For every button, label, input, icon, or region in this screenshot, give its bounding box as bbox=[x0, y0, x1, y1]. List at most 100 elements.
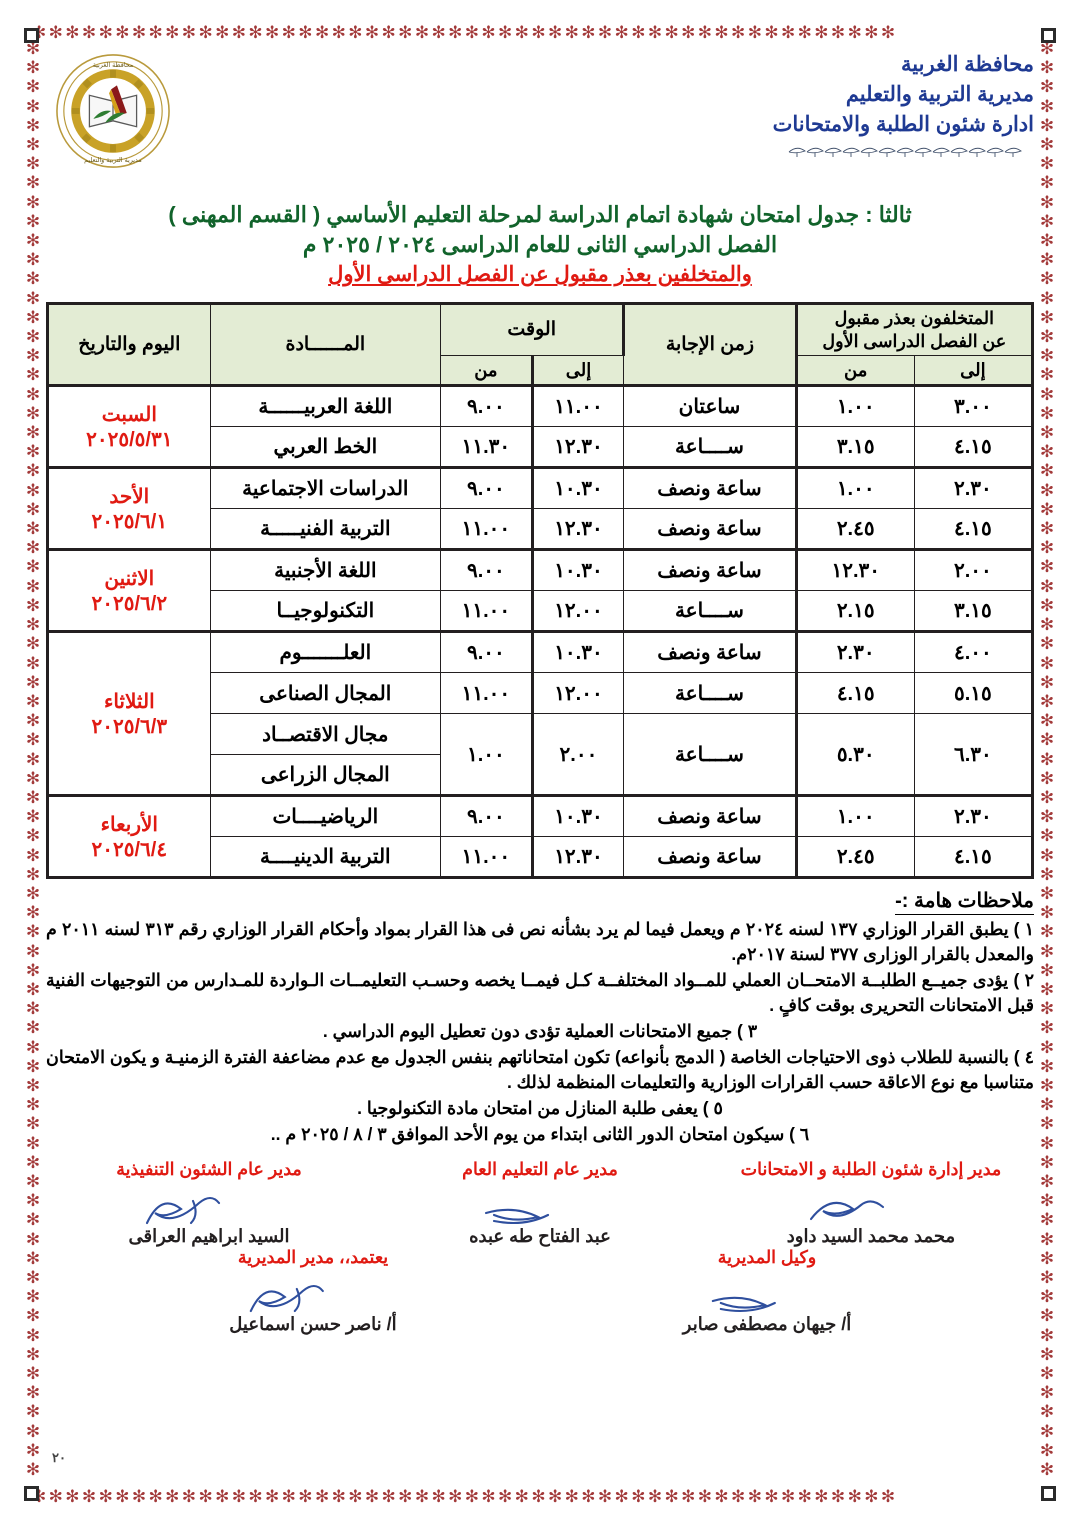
cell-time-to: ١٠.٣٠ bbox=[531, 548, 625, 591]
cell-time-to: ١٠.٣٠ bbox=[531, 794, 625, 837]
cell-late-from: ٣.١٥ bbox=[795, 426, 915, 468]
signature-title: مدير عام الشئون التنفيذية bbox=[116, 1159, 302, 1179]
header-late-from: من bbox=[795, 355, 915, 386]
corner-square-bottom-left bbox=[24, 1486, 39, 1501]
cell-subject: اللغة العربيــــــة bbox=[209, 384, 442, 427]
corner-square-bottom-right bbox=[1041, 1486, 1056, 1501]
exam-schedule-table: المتخلفون بعذر مقبول عن الفصل الدراسى ال… bbox=[46, 302, 1034, 879]
cell-duration: ساعة ونصف bbox=[623, 836, 798, 878]
signature-name: السيد ابراهيم العراقى bbox=[128, 1226, 290, 1246]
header-time-from: من bbox=[440, 355, 534, 386]
header-late-line2: عن الفصل الدراسى الأول bbox=[822, 331, 1007, 351]
cell-time-from: ١.٠٠ bbox=[440, 713, 534, 796]
cell-time-from: ١١.٠٠ bbox=[440, 672, 534, 714]
cell-duration: ســــاعة bbox=[623, 426, 798, 468]
cell-day-and-date: الأحد ٢٠٢٥/٦/١ bbox=[46, 466, 211, 550]
corner-square-top-right bbox=[1041, 28, 1056, 43]
cell-duration: ســــاعة bbox=[623, 672, 798, 714]
signature-title: مدير عام التعليم العام bbox=[462, 1159, 618, 1179]
cell-time-from: ٩.٠٠ bbox=[440, 548, 534, 591]
signature-block: مدير إدارة شئون الطلبة و الامتحانات محمد … bbox=[708, 1159, 1034, 1247]
cell-time-to: ١٢.٠٠ bbox=[531, 590, 625, 632]
cell-duration: ساعة ونصف bbox=[623, 548, 798, 591]
cell-late-to: ٤.١٥ bbox=[913, 508, 1034, 550]
cell-late-from: ١.٠٠ bbox=[795, 384, 915, 427]
cell-time-to: ١٠.٣٠ bbox=[531, 630, 625, 673]
table-body: ٣.٠٠ ١.٠٠ ساعتان ١١.٠٠ ٩.٠٠ اللغة العربيـــــ… bbox=[46, 384, 1034, 878]
header-late-group: المتخلفون بعذر مقبول عن الفصل الدراسى ال… bbox=[795, 303, 1034, 356]
date-value: ٢٠٢٥/٦/١ bbox=[91, 510, 168, 533]
cell-day-and-date: الثلاثاء ٢٠٢٥/٦/٣ bbox=[46, 630, 211, 796]
cell-time-to: ١٢.٣٠ bbox=[531, 426, 625, 468]
cell-time-from: ١١.٠٠ bbox=[440, 836, 534, 878]
cell-subject: التكنولوجيــا bbox=[209, 590, 442, 632]
signature-title: مدير إدارة شئون الطلبة و الامتحانات bbox=[740, 1159, 1002, 1179]
cell-late-from: ٢.١٥ bbox=[795, 590, 915, 632]
cell-late-to: ٢.٣٠ bbox=[913, 794, 1034, 837]
table-row: المجال الزراعى bbox=[48, 754, 1033, 796]
governorate-emblem-logo: محافظة الغربية مديرية التربية والتعليم bbox=[54, 52, 172, 170]
cell-subject: الرياضيــــات bbox=[209, 794, 442, 837]
table-row: ٤.١٥ ٢.٤٥ ساعة ونصف ١٢.٣٠ ١١.٠٠ التربية الدين… bbox=[48, 836, 1034, 878]
cell-day-and-date: الاثنين ٢٠٢٥/٦/٢ bbox=[46, 548, 211, 632]
day-name: السبت bbox=[101, 403, 157, 426]
cell-time-from: ١١.٣٠ bbox=[440, 426, 534, 468]
table-header-row-2: إلى من إلى من bbox=[48, 355, 1034, 386]
notes-title: ملاحظات هامة :- bbox=[895, 888, 1034, 915]
cell-late-from: ٥.٣٠ bbox=[795, 713, 915, 796]
cell-time-from: ٩.٠٠ bbox=[440, 794, 534, 837]
signature-block: يعتمد،، مدير المديرية أ/ ناصر حسن اسماعيل bbox=[163, 1247, 463, 1335]
cell-time-to: ١٠.٣٠ bbox=[531, 466, 625, 509]
cell-subject: التربية الدينيــــة bbox=[209, 836, 442, 878]
cell-time-to: ١٢.٣٠ bbox=[531, 836, 625, 878]
cell-subject: المجال الصناعى bbox=[209, 672, 442, 714]
cell-time-to: ١٢.٣٠ bbox=[531, 508, 625, 550]
day-name: الثلاثاء bbox=[103, 690, 155, 713]
letterhead-text: محافظة الغربية مديرية التربية والتعليم ا… bbox=[46, 46, 1034, 160]
letterhead-line-directorate: مديرية التربية والتعليم bbox=[845, 83, 1034, 106]
signatures-section: مدير إدارة شئون الطلبة و الامتحانات محمد … bbox=[46, 1159, 1034, 1335]
letterhead-line-governorate: محافظة الغربية bbox=[901, 53, 1034, 76]
handwritten-signature bbox=[46, 1179, 372, 1227]
cell-late-to: ٤.٠٠ bbox=[913, 630, 1034, 673]
note-item: ٥ ) يعفى طلبة المنازل من امتحان مادة الت… bbox=[357, 1098, 723, 1118]
day-name: الاثنين bbox=[104, 567, 155, 590]
notes-list: ١ ) يطبق القرار الوزاري ١٣٧ لسنه ٢٠٢٤ م … bbox=[46, 917, 1034, 1147]
date-value: ٢٠٢٥/٦/٤ bbox=[91, 838, 168, 861]
table-row: ٢.٠٠ ١٢.٣٠ ساعة ونصف ١٠.٣٠ ٩.٠٠ اللغة الأجنبي… bbox=[46, 548, 1034, 632]
title-line-2: الفصل الدراسي الثانى للعام الدراسى ٢٠٢٤ … bbox=[302, 232, 778, 257]
decorative-page-border: ✻✻✻✻✻✻✻✻✻✻✻✻✻✻✻✻✻✻✻✻✻✻✻✻✻✻✻✻✻✻✻✻✻✻✻✻✻✻✻✻… bbox=[24, 25, 1056, 1506]
table-header-row-1: المتخلفون بعذر مقبول عن الفصل الدراسى ال… bbox=[46, 303, 1034, 386]
signature-title: يعتمد،، مدير المديرية bbox=[237, 1247, 389, 1267]
note-item: ٣ ) جميع الامتحانات العملية تؤدى دون تعط… bbox=[322, 1021, 758, 1041]
cell-time-from: ١١.٠٠ bbox=[440, 508, 534, 550]
important-notes-section: ملاحظات هامة :- ١ ) يطبق القرار الوزاري … bbox=[46, 888, 1034, 1147]
cell-duration: ســــاعة bbox=[623, 590, 798, 632]
letterhead-line-department: ادارة شئون الطلبة والامتحانات bbox=[772, 113, 1034, 136]
note-item: ١ ) يطبق القرار الوزاري ١٣٧ لسنه ٢٠٢٤ م … bbox=[46, 919, 1034, 964]
signature-block: وكيل المديرية أ/ جيهان مصطفى صابر bbox=[617, 1247, 917, 1335]
cell-late-from: ٢.٤٥ bbox=[795, 836, 915, 878]
cell-late-from: ٤.١٥ bbox=[795, 672, 915, 714]
cell-day-and-date: الأربعاء ٢٠٢٥/٦/٤ bbox=[46, 794, 211, 878]
star-border-bottom: ✻✻✻✻✻✻✻✻✻✻✻✻✻✻✻✻✻✻✻✻✻✻✻✻✻✻✻✻✻✻✻✻✻✻✻✻✻✻✻✻… bbox=[32, 1487, 898, 1507]
cell-late-from: ٢.٤٥ bbox=[795, 508, 915, 550]
cell-late-to: ٢.٠٠ bbox=[913, 548, 1034, 591]
handwritten-signature bbox=[708, 1179, 1034, 1227]
cell-time-to: ١١.٠٠ bbox=[531, 384, 625, 427]
cell-duration: ساعة ونصف bbox=[623, 630, 798, 673]
header-time-group: الوقت bbox=[440, 303, 626, 356]
cell-subject: الخط العربي bbox=[209, 426, 442, 468]
cell-late-from: ١٢.٣٠ bbox=[795, 548, 915, 591]
cell-late-to: ٤.١٥ bbox=[913, 426, 1034, 468]
svg-text:محافظة الغربية: محافظة الغربية bbox=[93, 61, 134, 69]
document-titles: ثالثا : جدول امتحان شهادة اتمام الدراسة … bbox=[46, 200, 1034, 290]
letterhead: محافظة الغربية مديرية التربية والتعليم م… bbox=[46, 46, 1034, 196]
cell-subject: المجال الزراعى bbox=[209, 754, 442, 796]
cell-duration: ساعتان bbox=[623, 384, 798, 427]
star-border-right: ✻ ✻ ✻ ✻ ✻ ✻ ✻ ✻ ✻ ✻ ✻ ✻ ✻ ✻ ✻ ✻ ✻ ✻ ✻ ✻ ✻ ✻ ✻ ✻ ✻ ✻ ✻ ✻ ✻ ✻ ✻ ✻ ✻ ✻ ✻ ✻ ✻ ✻ ✻ ✻… bbox=[1039, 39, 1055, 1481]
signature-name: أ/ ناصر حسن اسماعيل bbox=[229, 1314, 397, 1334]
signature-block: مدير عام التعليم العام عبد الفتاح طه عبده bbox=[377, 1159, 703, 1247]
cell-late-to: ٤.١٥ bbox=[913, 836, 1034, 878]
day-name: الأربعاء bbox=[100, 813, 158, 836]
